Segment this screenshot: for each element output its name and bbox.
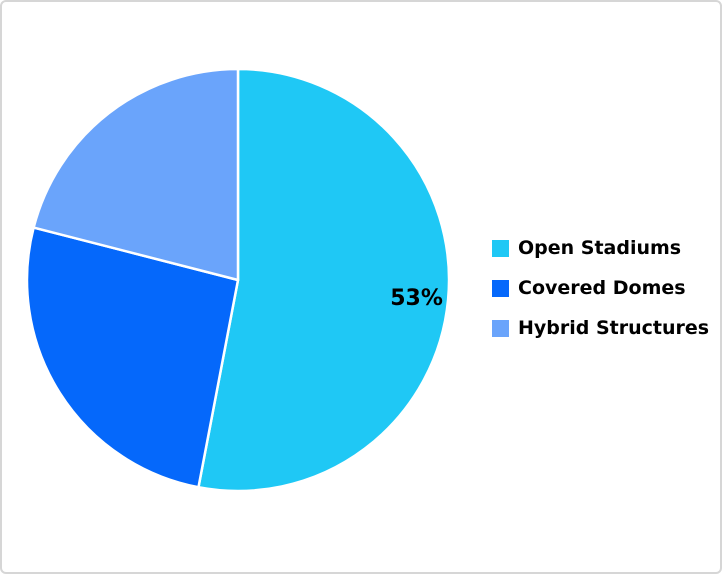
slice-data-label: 53%: [390, 286, 443, 311]
legend-label: Covered Domes: [518, 277, 686, 299]
legend-label: Open Stadiums: [518, 237, 682, 259]
legend: Open Stadiums Covered Domes Hybrid Structu…: [492, 236, 709, 356]
legend-label: Hybrid Structures: [518, 317, 710, 339]
legend-item-hybrid-structures[interactable]: Hybrid Structures: [492, 316, 709, 340]
legend-item-covered-domes[interactable]: Covered Domes: [492, 276, 709, 300]
pie-slice-covered-domes[interactable]: [25, 226, 240, 489]
pie-slice-open-stadiums[interactable]: [197, 67, 451, 493]
legend-item-open-stadiums[interactable]: Open Stadiums: [492, 236, 709, 260]
legend-swatch-icon: [492, 279, 509, 297]
pie-slice-hybrid-structures[interactable]: [32, 67, 240, 282]
legend-swatch-icon: [492, 239, 509, 257]
legend-swatch-icon: [492, 319, 509, 337]
